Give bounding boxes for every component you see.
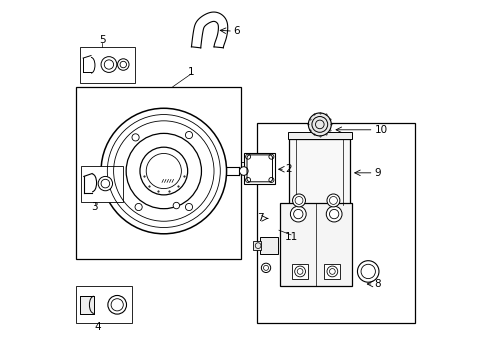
Circle shape	[292, 194, 305, 207]
Circle shape	[140, 147, 187, 195]
Text: 3: 3	[91, 202, 98, 212]
Bar	[81, 166, 122, 202]
Circle shape	[290, 206, 305, 222]
Circle shape	[101, 108, 226, 234]
Bar	[257, 123, 414, 323]
Bar	[287, 132, 351, 139]
Bar	[76, 87, 241, 259]
Circle shape	[108, 296, 126, 314]
Circle shape	[308, 113, 330, 136]
Bar	[260, 237, 277, 253]
Circle shape	[101, 57, 117, 72]
Circle shape	[173, 202, 179, 209]
Circle shape	[325, 206, 341, 222]
Circle shape	[117, 59, 129, 70]
Text: 5: 5	[99, 35, 105, 45]
Text: 10: 10	[373, 125, 386, 135]
Polygon shape	[191, 12, 227, 48]
Circle shape	[261, 263, 270, 273]
Bar	[289, 139, 349, 205]
Circle shape	[326, 194, 339, 207]
Text: 2: 2	[285, 164, 292, 174]
Circle shape	[98, 176, 112, 191]
Text: 4: 4	[94, 322, 101, 332]
Bar	[253, 241, 260, 250]
Bar	[244, 153, 274, 184]
Text: 9: 9	[373, 168, 380, 178]
Bar	[292, 264, 307, 279]
Bar	[324, 264, 340, 279]
Bar	[80, 47, 135, 83]
Text: 1: 1	[187, 67, 194, 77]
Bar	[80, 296, 94, 314]
Text: 8: 8	[373, 279, 380, 289]
Text: 11: 11	[284, 232, 297, 242]
Bar	[76, 286, 131, 323]
Text: 6: 6	[233, 26, 240, 36]
Circle shape	[239, 167, 247, 175]
Bar	[280, 203, 351, 286]
Text: 7: 7	[257, 213, 264, 223]
